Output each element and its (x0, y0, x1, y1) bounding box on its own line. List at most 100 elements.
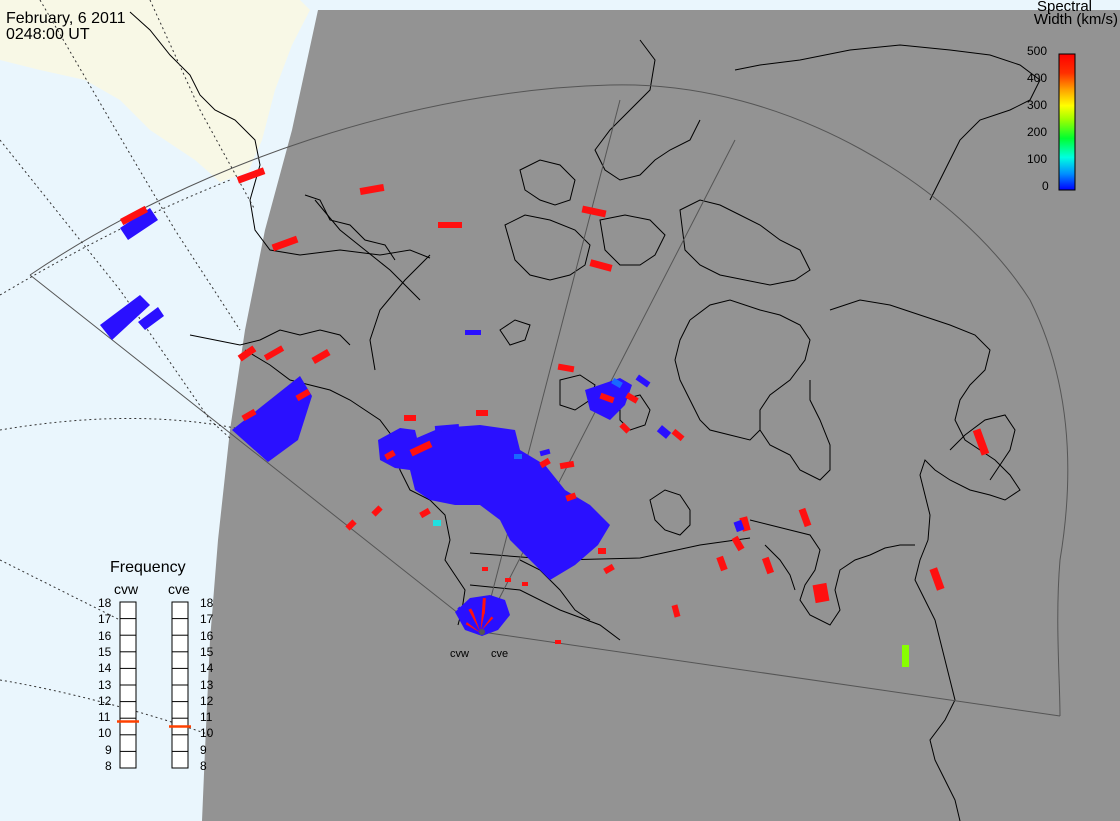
echo-spoke (480, 612, 502, 634)
echo-cell (671, 428, 685, 442)
echo-cell (611, 377, 623, 389)
echo-cell (671, 604, 681, 618)
frequency-tick-left: 18 (98, 596, 112, 610)
legend-tick: 300 (1027, 98, 1048, 112)
echo-cell (539, 457, 551, 469)
echo-region-main (410, 425, 610, 580)
frequency-radar-label-cve: cve (168, 581, 190, 597)
echo-cell (557, 363, 575, 373)
echo-cell (384, 449, 396, 461)
time-label: 0248:00 UT (6, 26, 90, 43)
radar-label-cve: cve (491, 648, 509, 660)
legend-title-line2: Width (km/s) (1033, 11, 1118, 28)
frequency-tick-right: 16 (200, 628, 214, 643)
echo-cell (565, 492, 577, 502)
frequency-tick-right: 9 (200, 742, 207, 757)
echo-cell (404, 415, 416, 421)
echo-cell (902, 645, 909, 667)
day-land-alaska (0, 0, 310, 182)
echo-cell (598, 548, 606, 554)
frequency-tick-right: 12 (200, 693, 214, 708)
echo-cell (100, 295, 150, 340)
echo-cell (465, 330, 481, 335)
echo-cell (581, 205, 607, 218)
echo-cell (138, 307, 164, 330)
frequency-tick-left: 16 (98, 628, 112, 643)
frequency-tick-left: 11 (98, 710, 111, 725)
echo-cell (241, 408, 257, 422)
echo-cell (522, 582, 528, 586)
legend-tick: 400 (1027, 71, 1048, 85)
echo-cell (434, 423, 460, 433)
echo-cell (119, 205, 149, 226)
legend-tick: 0 (1042, 179, 1049, 193)
frequency-tick-left: 9 (105, 742, 112, 757)
echo-cell (120, 208, 158, 240)
echo-cell (589, 401, 613, 415)
echo-cell (929, 567, 945, 591)
spectral-width-colorbar (1058, 53, 1076, 191)
lat-lon-grid (0, 0, 256, 736)
legend-title-line1: Spectral (1036, 0, 1092, 15)
frequency-tick-left: 14 (98, 661, 112, 676)
echo-cell (972, 428, 990, 456)
night-region (202, 10, 1120, 821)
legend-tick: 100 (1027, 152, 1048, 166)
frequency-tick-right: 11 (200, 710, 213, 725)
echo-cell (514, 454, 522, 459)
radar-label-cvw: cvw (450, 648, 469, 660)
coastlines (129, 11, 1041, 821)
echo-cell (345, 519, 357, 531)
echo-cell (625, 392, 639, 404)
frequency-tick-right: 10 (200, 726, 214, 741)
frequency-tick-right: 8 (200, 759, 207, 773)
frequency-bars (117, 601, 191, 769)
echo-cell (619, 422, 631, 434)
echo-cell (761, 556, 775, 575)
echo-cell (798, 507, 812, 528)
echo-cell (236, 167, 266, 184)
echo-cell (505, 578, 511, 582)
frequency-tick-right: 14 (200, 661, 214, 676)
echo-cell (555, 640, 561, 644)
echo-cell (731, 535, 745, 552)
legend-tick: 200 (1027, 125, 1048, 139)
frequency-tick-right: 17 (200, 612, 214, 627)
frequency-tick-right: 13 (200, 677, 214, 692)
echo-cell (271, 235, 299, 252)
echo-cell (733, 519, 745, 533)
frequency-tick-right: 18 (200, 596, 214, 610)
frequency-tick-left: 17 (98, 612, 112, 627)
radar-site-cvw (479, 629, 485, 635)
echo-region-west (378, 428, 420, 470)
echo-cell (559, 460, 575, 470)
echo-cell (482, 567, 488, 571)
echo-region-alaska (232, 376, 312, 462)
echo-cell (476, 410, 488, 416)
echo-cell (359, 183, 385, 196)
echo-cell (589, 259, 613, 272)
frequency-tick-left: 10 (98, 726, 112, 741)
frequency-tick-right: 15 (200, 644, 214, 659)
echo-cell (656, 425, 672, 439)
frequency-title: Frequency (110, 559, 186, 576)
echo-cell (371, 505, 383, 517)
radar-echoes (100, 167, 990, 667)
echo-cell (311, 348, 331, 365)
echo-cell (295, 388, 311, 402)
echo-cell (409, 440, 433, 457)
echo-cell (716, 555, 728, 572)
echo-cell (539, 448, 551, 457)
echo-cell (599, 392, 615, 404)
echo-cell (433, 520, 441, 526)
echo-cell (812, 582, 830, 604)
echo-cell (263, 345, 285, 361)
frequency-tick-left: 15 (98, 644, 112, 659)
frequency-radar-label-cvw: cvw (114, 581, 139, 597)
date-label: February, 6 2011 (6, 10, 126, 27)
echo-cell (603, 563, 615, 575)
echo-cell (237, 345, 257, 362)
echo-cell (419, 507, 431, 519)
